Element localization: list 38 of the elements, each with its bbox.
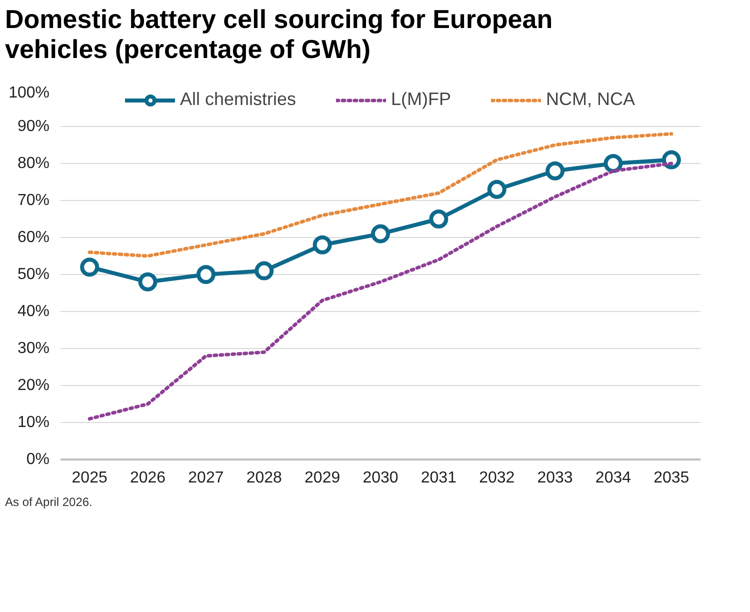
point xyxy=(546,161,565,180)
point xyxy=(138,272,158,292)
x-tick-label: 2031 xyxy=(420,470,457,486)
legend-label: All chemistries xyxy=(180,89,296,110)
legend-label: L(M)FP xyxy=(391,89,452,110)
point xyxy=(254,261,274,280)
y-tick-label: 30% xyxy=(17,340,50,357)
point xyxy=(371,224,390,244)
point xyxy=(80,258,100,277)
point xyxy=(429,210,448,228)
x-tick-label: 2027 xyxy=(188,470,224,486)
x-tick-label: 2028 xyxy=(246,470,282,486)
text: As of April 2026. xyxy=(5,495,92,509)
y-tick-label: 50% xyxy=(17,266,50,283)
legend-label: NCM, NCA xyxy=(546,89,636,110)
x-tick-label: 2025 xyxy=(72,470,108,486)
point xyxy=(487,180,506,199)
x-tick-label: 2034 xyxy=(595,470,632,486)
x-tick-label: 2029 xyxy=(304,470,340,486)
x-tick-label: 2033 xyxy=(537,470,573,486)
y-tick-label: 90% xyxy=(17,118,50,135)
chart-title: Domestic battery cell sourcing for European vehicles (percentage of GWh) xyxy=(5,4,554,65)
y-tick-label: 80% xyxy=(17,155,50,172)
y-tick-label: 0% xyxy=(26,451,50,468)
x-tick-label: 2030 xyxy=(362,470,398,486)
x-tick-label: 2035 xyxy=(654,470,690,486)
y-tick-label: 40% xyxy=(17,303,50,320)
y-tick-label: 60% xyxy=(17,229,50,246)
x-tick-label: 2032 xyxy=(479,470,515,486)
y-tick-label: 70% xyxy=(17,192,50,209)
point xyxy=(196,265,216,284)
point xyxy=(312,235,332,254)
x-tick-label: 2026 xyxy=(130,470,166,486)
y-tick-label: 20% xyxy=(17,377,50,394)
y-tick-label: 100% xyxy=(8,84,50,102)
point xyxy=(604,154,623,173)
line-series xyxy=(88,132,674,258)
y-tick-label: 10% xyxy=(17,414,50,431)
